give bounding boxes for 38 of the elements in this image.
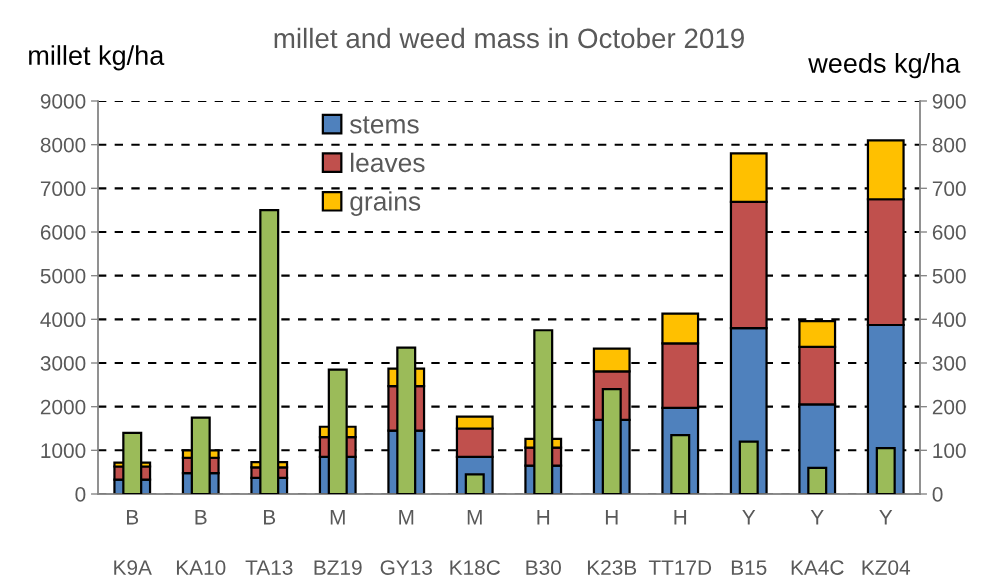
legend-label: stems (349, 116, 419, 134)
y2-tick-label: 500 (932, 268, 966, 284)
y2-tick-label: 400 (932, 312, 966, 328)
category-label: M BZ19 (314, 510, 362, 575)
y-axis-title: millet kg/ha (29, 45, 165, 71)
y-tick-label: 5000 (40, 268, 86, 284)
y2-tick-label: 700 (932, 181, 966, 197)
category-label: Y KA4C (791, 510, 844, 575)
y2-tick-label: 900 (932, 94, 966, 109)
category-label: M GY13 (380, 510, 432, 575)
y-tick-label: 3000 (40, 356, 86, 371)
y-tick-label: 4000 (40, 312, 86, 328)
y-tick-label: 7000 (40, 181, 86, 197)
category-label: Y KZ04 (862, 510, 911, 575)
y-tick-label: 2000 (40, 399, 86, 415)
y2-tick-label: 100 (933, 443, 966, 459)
legend-label: grains (350, 191, 421, 216)
y2-tick-label: 0 (932, 487, 943, 502)
category-label: H B30 (526, 510, 561, 575)
category-label: H TT17D (648, 510, 712, 575)
chart-title: millet and weed mass in October 2019 (274, 27, 744, 49)
y2-tick-label: 300 (932, 356, 966, 371)
category-label: M K18C (450, 510, 501, 575)
y2-axis-title: weeds kg/ha (808, 53, 961, 79)
category-label: Y B15 (731, 510, 767, 575)
y-tick-label: 1000 (41, 443, 86, 459)
y-tick-label: 6000 (40, 225, 86, 240)
y-tick-label: 9000 (40, 94, 86, 109)
y2-tick-label: 800 (932, 137, 966, 153)
category-label: B K9A (114, 510, 152, 575)
category-label: B KA10 (176, 510, 226, 575)
category-label: B TA13 (245, 510, 293, 575)
y2-tick-label: 600 (932, 225, 966, 240)
category-label: H K23B (587, 510, 637, 575)
legend-label: leaves (351, 152, 425, 173)
y-tick-label: 8000 (40, 137, 86, 153)
y2-tick-label: 200 (932, 399, 966, 415)
y-tick-label: 0 (75, 487, 86, 502)
